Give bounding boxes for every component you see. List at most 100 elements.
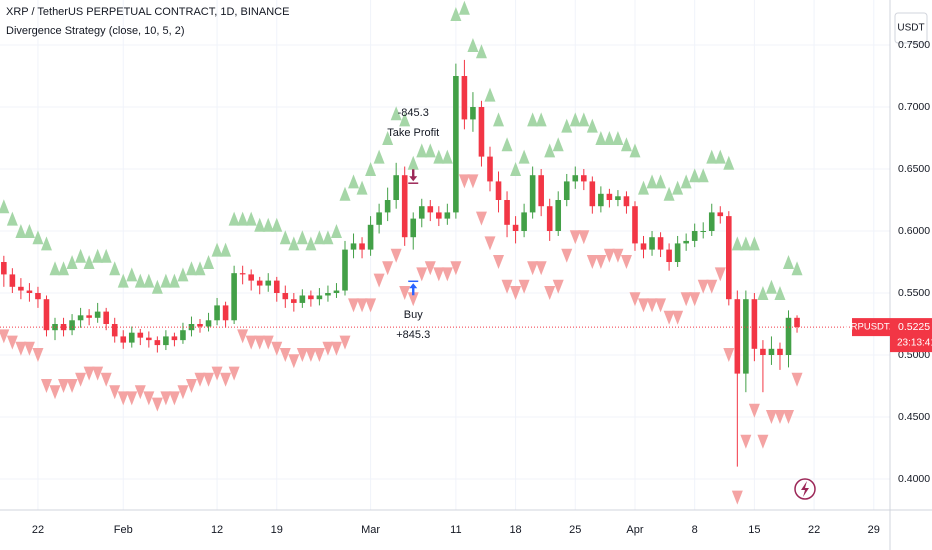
alert-icon[interactable] (794, 478, 816, 500)
upper-marker (126, 267, 138, 282)
lower-marker (723, 348, 735, 363)
lower-marker (680, 292, 692, 307)
candle-body (743, 299, 749, 374)
upper-marker (109, 261, 121, 276)
candle-body (521, 212, 527, 232)
last-price-badge (890, 318, 932, 353)
lower-marker (757, 434, 769, 449)
lower-marker (552, 279, 564, 294)
candle-body (69, 320, 75, 331)
candle-body (538, 175, 544, 207)
countdown-label: 23:13:41 (897, 338, 932, 349)
candle-body (214, 305, 220, 321)
candle-body (26, 290, 33, 294)
candle-body (495, 181, 502, 201)
trade-label: Take Profit (387, 127, 439, 139)
lower-marker (424, 261, 436, 276)
unit-box[interactable] (894, 12, 928, 44)
lower-marker (254, 335, 266, 350)
plot-area (0, 0, 890, 510)
lower-marker (433, 267, 445, 282)
lower-marker (49, 385, 61, 400)
upper-marker (493, 112, 505, 127)
upper-marker (544, 143, 556, 158)
lower-marker (765, 410, 777, 425)
lower-marker (731, 490, 743, 505)
lower-marker (527, 261, 539, 276)
candle-body (128, 332, 135, 343)
upper-marker (757, 286, 769, 301)
lower-marker (467, 174, 479, 189)
candle-body (9, 274, 16, 287)
candle-body (94, 311, 101, 318)
upper-marker (373, 149, 385, 164)
candle-body (717, 212, 724, 217)
lower-marker (518, 279, 530, 294)
candle-body (777, 348, 783, 356)
lower-marker (237, 329, 249, 344)
candle-body (273, 280, 280, 294)
upper-marker (83, 255, 95, 270)
lower-marker (185, 379, 197, 394)
candle-body (359, 243, 365, 250)
candle-body (632, 206, 638, 244)
upper-marker (330, 224, 342, 239)
lower-marker (390, 248, 402, 263)
lower-marker (450, 261, 462, 276)
x-tick-label: 11 (450, 524, 461, 536)
lower-marker (561, 248, 573, 263)
lower-marker (748, 403, 760, 418)
trade-arrow (409, 169, 418, 182)
upper-marker (322, 230, 334, 245)
candle-body (163, 336, 169, 346)
lower-marker (92, 366, 104, 381)
x-tick-label: 8 (692, 524, 698, 536)
upper-marker (117, 273, 129, 288)
upper-marker (680, 174, 692, 189)
candle-body (1, 262, 7, 275)
lower-marker (194, 372, 206, 387)
trade-pnl: -845.3 (398, 107, 429, 119)
candle-body (623, 196, 630, 207)
lower-marker (535, 261, 547, 276)
upper-marker (15, 224, 27, 239)
lower-marker (15, 341, 27, 356)
upper-marker (620, 137, 632, 152)
lower-marker (399, 286, 411, 301)
trade-pnl: +845.3 (396, 329, 430, 341)
lower-marker (296, 348, 308, 363)
lower-marker (544, 286, 556, 301)
candle-body (794, 317, 800, 328)
upper-marker (211, 242, 223, 257)
upper-marker (450, 7, 462, 22)
upper-marker (168, 273, 180, 288)
lower-marker (211, 366, 223, 381)
candle-body (52, 324, 58, 331)
candle-body (384, 200, 391, 213)
lower-marker (134, 385, 146, 400)
lower-marker (117, 391, 129, 406)
candle-body (615, 196, 621, 201)
lower-marker (322, 341, 334, 356)
upper-marker (365, 162, 377, 177)
upper-marker (339, 186, 351, 201)
upper-marker (723, 155, 735, 170)
upper-marker (441, 149, 453, 164)
upper-marker (535, 112, 547, 127)
lower-marker (629, 292, 641, 307)
x-tick-label: 25 (569, 524, 581, 536)
trade-marker (408, 169, 419, 184)
candle-body (598, 193, 604, 207)
upper-marker (382, 131, 394, 146)
candle-body (555, 200, 562, 232)
candle-body (674, 243, 681, 263)
lower-marker (126, 391, 138, 406)
candle-body (77, 315, 84, 321)
upper-marker (433, 149, 445, 164)
upper-marker (552, 137, 564, 152)
candle-body (751, 299, 758, 349)
candle-body (222, 305, 229, 321)
candle-body (581, 175, 587, 182)
lower-marker (578, 230, 590, 245)
upper-marker (237, 211, 249, 226)
